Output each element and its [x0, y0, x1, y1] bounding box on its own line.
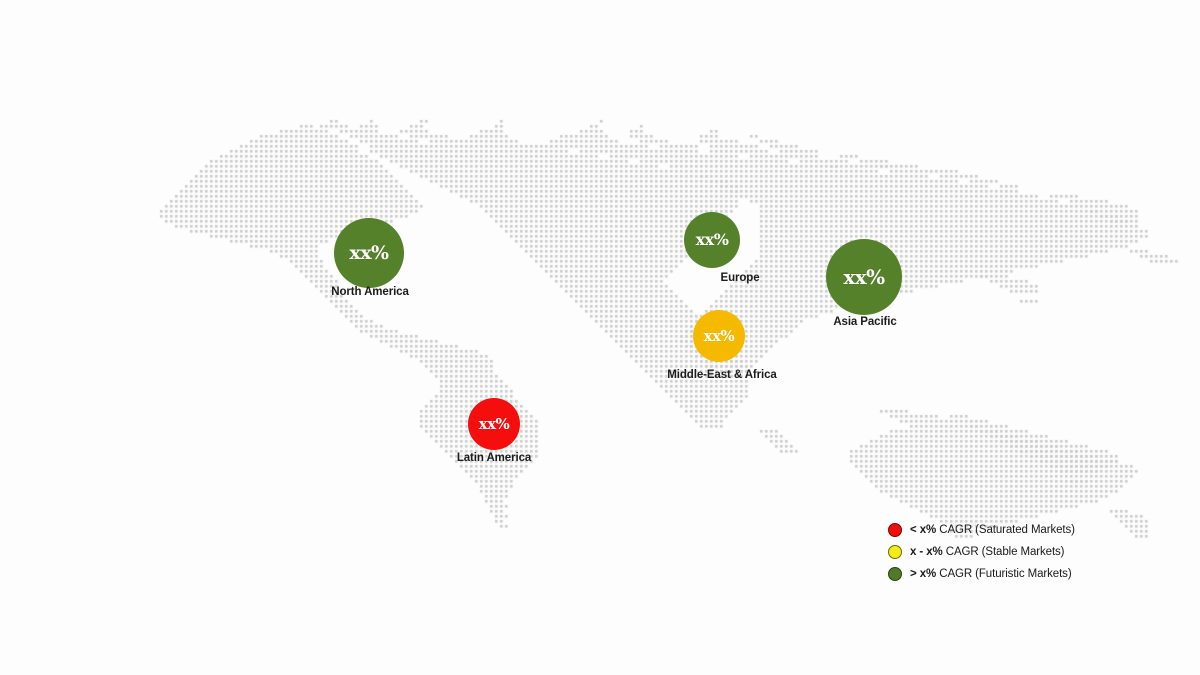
legend-dot-futuristic-icon: [888, 567, 902, 581]
region-value-europe: xx%: [695, 230, 729, 249]
region-label-north-america: North America: [331, 286, 409, 298]
region-label-latin-america: Latin America: [456, 452, 532, 464]
region-label-asia-pacific: Asia Pacific: [833, 316, 897, 328]
legend-item-futuristic[interactable]: > x% CAGR (Futuristic Markets): [888, 563, 1088, 585]
region-label-europe: Europe: [720, 272, 760, 284]
region-value-north-america: xx%: [349, 241, 389, 264]
legend-label-futuristic: > x% CAGR (Futuristic Markets): [910, 568, 1072, 580]
region-bubble-latin-america[interactable]: xx%: [468, 398, 520, 450]
region-value-latin-america: xx%: [478, 414, 510, 433]
region-value-middle-east-africa: xx%: [703, 326, 735, 345]
region-bubble-north-america[interactable]: xx%: [334, 218, 404, 288]
legend-dot-stable-icon: [888, 545, 902, 559]
region-bubble-asia-pacific[interactable]: xx%: [826, 239, 902, 315]
legend-item-saturated[interactable]: < x% CAGR (Saturated Markets): [888, 519, 1088, 541]
legend: < x% CAGR (Saturated Markets) x - x% CAGR…: [888, 519, 1088, 585]
region-bubble-middle-east-africa[interactable]: xx%: [693, 310, 745, 362]
region-bubble-europe[interactable]: xx%: [684, 212, 740, 268]
legend-label-saturated: < x% CAGR (Saturated Markets): [910, 524, 1075, 536]
legend-dot-saturated-icon: [888, 523, 902, 537]
legend-item-stable[interactable]: x - x% CAGR (Stable Markets): [888, 541, 1088, 563]
region-value-asia-pacific: xx%: [843, 265, 885, 289]
legend-label-stable: x - x% CAGR (Stable Markets): [910, 546, 1065, 558]
region-label-middle-east-africa: Middle-East & Africa: [667, 369, 777, 381]
